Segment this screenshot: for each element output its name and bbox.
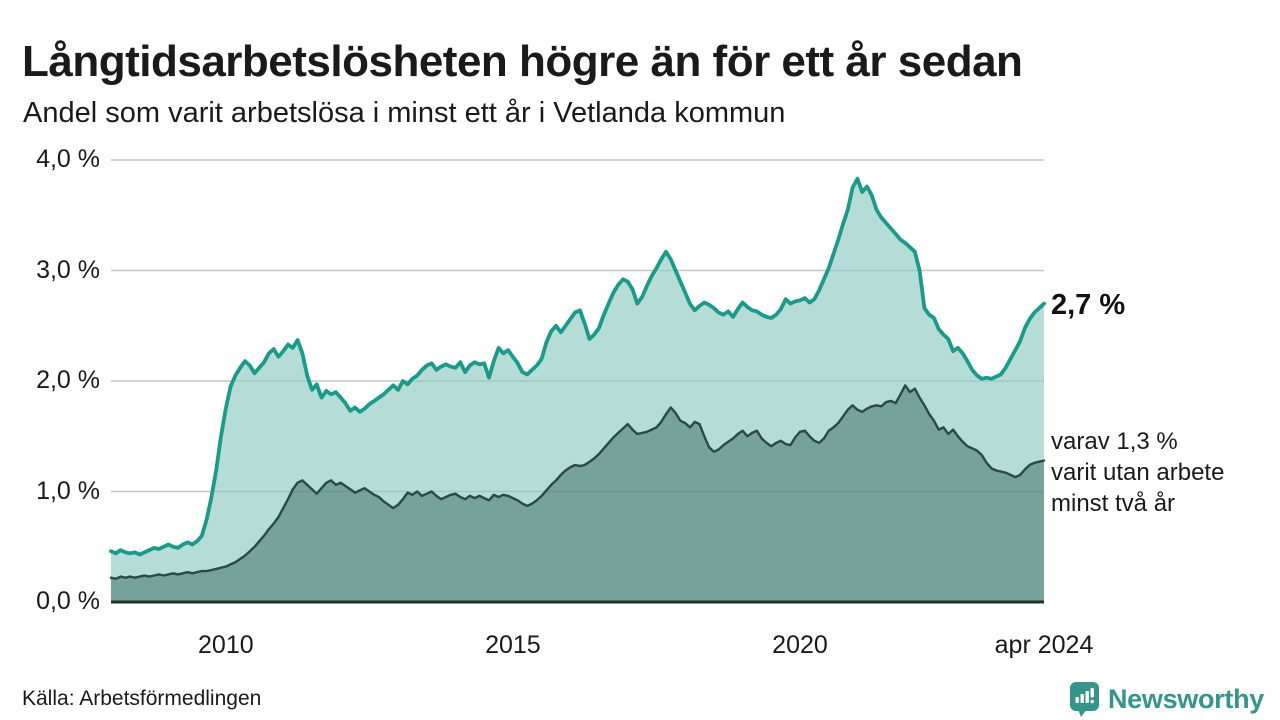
y-axis-tick-3: 3,0 % [36, 255, 100, 284]
x-axis-tick-2015: 2015 [485, 631, 541, 659]
secondary-series-note: varav 1,3 % varit utan arbete minst två … [1051, 426, 1224, 519]
latest-value-label: 2,7 % [1051, 289, 1126, 321]
area-min-2-years [111, 385, 1044, 602]
y-axis-tick-0: 0,0 % [36, 586, 100, 615]
x-axis-tick-2020: 2020 [772, 631, 828, 659]
source-attribution: Källa: Arbetsförmedlingen [22, 687, 262, 710]
newsworthy-branding: Newsworthy [1069, 681, 1264, 718]
x-axis-tick-apr-2024: apr 2024 [994, 631, 1094, 659]
x-axis-tick-2010: 2010 [198, 631, 254, 659]
line-min-2-years [109, 384, 1046, 580]
note-line-3: minst två år [1051, 490, 1176, 517]
note-line-2: varit utan arbete [1051, 459, 1225, 486]
page-title: Långtidsarbetslösheten högre än för ett … [22, 37, 1023, 87]
y-axis-tick-1: 1,0 % [36, 476, 100, 505]
note-line-1: varav 1,3 % [1051, 428, 1178, 455]
chart-subtitle: Andel som varit arbetslösa i minst ett å… [23, 97, 786, 129]
y-axis-tick-2: 2,0 % [36, 365, 100, 394]
y-axis-tick-4: 4,0 % [36, 144, 100, 173]
line-min-1-year [109, 176, 1046, 557]
newsworthy-speech-bubble-chart-icon [1069, 682, 1099, 717]
newsworthy-wordmark: Newsworthy [1107, 684, 1264, 714]
